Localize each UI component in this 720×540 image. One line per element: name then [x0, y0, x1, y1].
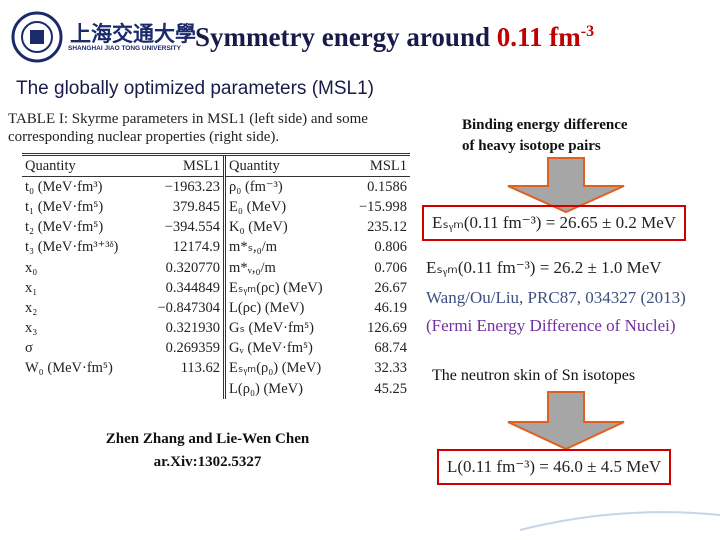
result-box: Eₛᵧₘ(0.11 fm⁻³) = 26.65 ± 0.2 MeV: [422, 205, 687, 241]
table-header-row: Quantity MSL1 Quantity MSL1: [22, 152, 410, 178]
table-cell: 32.33: [374, 360, 407, 377]
table-cell: 0.320770: [165, 259, 221, 276]
reference: Zhen Zhang and Lie-Wen Chen ar.Xiv:1302.5…: [80, 428, 335, 474]
table-cell: 235.12: [367, 219, 407, 236]
table-row: t₁ (MeV·fm⁵) 379.845 E₀ (MeV) −15.998: [22, 197, 410, 218]
table-cell: Eₛᵧₘ(ρ₀) (MeV): [223, 358, 346, 380]
table-cell: x₃: [25, 320, 38, 337]
comparison-method: (Fermi Energy Difference of Nuclei): [426, 316, 676, 335]
table-row: σ 0.269359 Gᵥ (MeV·fm⁵) 68.74: [22, 338, 410, 359]
table-blank: [141, 379, 225, 399]
table-cell: 126.69: [367, 320, 407, 337]
table-row: x₁ 0.344849 Eₛᵧₘ(ρc) (MeV) 26.67: [22, 278, 410, 299]
column-header: Quantity: [22, 152, 141, 178]
arrow-down: [507, 157, 625, 214]
table-cell: E₀ (MeV): [223, 197, 346, 218]
table-cell: L(ρc) (MeV): [223, 298, 346, 319]
table-row: x₀ 0.320770 m*ᵥ,₀/m 0.706: [22, 257, 410, 279]
table-row: x₃ 0.321930 Gₛ (MeV·fm⁵) 126.69: [22, 318, 410, 339]
table-cell: 0.269359: [165, 340, 221, 357]
reference-authors: Zhen Zhang and Lie-Wen Chen: [105, 431, 310, 447]
comparison-result: Eₛᵧₘ(0.11 fm⁻³) = 26.2 ± 1.0 MeV: [426, 258, 662, 277]
method-heading: The neutron skin of Sn isotopes: [432, 367, 636, 384]
table-cell: t₂ (MeV·fm⁵): [25, 219, 104, 236]
table-row: W₀ (MeV·fm⁵) 113.62 Eₛᵧₘ(ρ₀) (MeV) 32.33: [22, 358, 410, 380]
footer-swoosh: [519, 511, 720, 531]
logo-text: 上海交通大學: [70, 22, 196, 46]
table-cell: −15.998: [358, 198, 407, 215]
parameter-table: Quantity MSL1 Quantity MSL1 t₀ (MeV·fm³) −196…: [22, 152, 410, 400]
table-cell: Gₛ (MeV·fm⁵): [223, 318, 346, 339]
comparison-citation: Wang/Ou/Liu, PRC87, 034327 (2013): [426, 288, 686, 307]
column-header: MSL1: [345, 152, 410, 178]
title-highlight: 0.11 fm: [496, 22, 581, 52]
column-header: MSL1: [140, 152, 225, 178]
column-header: Quantity: [223, 152, 346, 178]
method-heading: Binding energy difference of heavy isotop…: [462, 115, 628, 157]
method-line: of heavy isotope pairs: [462, 138, 601, 154]
title-superscript: -3: [580, 23, 595, 40]
title-text: Symmetry energy around: [195, 22, 497, 52]
table-cell: t₁ (MeV·fm⁵): [25, 198, 104, 215]
table-cell: 45.25: [374, 380, 407, 397]
table-cell: 113.62: [180, 360, 221, 377]
table-cell: 46.19: [374, 299, 407, 316]
table-cell: −1963.23: [164, 178, 221, 195]
logo-emblem: [11, 11, 63, 63]
table-cell: Gᵥ (MeV·fm⁵): [223, 338, 346, 359]
table-cell: x₀: [25, 259, 38, 276]
table-cell: 0.321930: [165, 320, 221, 337]
slide-title: Symmetry energy around 0.11 fm-3: [195, 22, 594, 53]
table-cell: 0.1586: [367, 178, 407, 195]
table-blank: [22, 379, 141, 399]
table-cell: m*ᵥ,₀/m: [223, 257, 346, 279]
table-cell: Eₛᵧₘ(ρc) (MeV): [223, 278, 346, 299]
table-cell: x₂: [25, 299, 38, 316]
arrow-down: [507, 391, 625, 451]
table-cell: W₀ (MeV·fm⁵): [25, 360, 113, 377]
result-box: L(0.11 fm⁻³) = 46.0 ± 4.5 MeV: [437, 449, 672, 485]
table-row: t₃ (MeV·fm³⁺³ᵟ) 12174.9 m*ₛ,₀/m 0.806: [22, 237, 410, 258]
logo-emblem-core: [30, 30, 44, 44]
table-cell: 12174.9: [172, 239, 221, 256]
table-cell: t₃ (MeV·fm³⁺³ᵟ): [25, 239, 119, 256]
table-row: t₀ (MeV·fm³) −1963.23 ρ₀ (fm⁻³) 0.1586: [22, 176, 410, 198]
table-cell: x₁: [25, 279, 38, 296]
table-row: t₂ (MeV·fm⁵) −394.554 K₀ (MeV) 235.12: [22, 217, 410, 238]
table-caption: TABLE I: Skyrme parameters in MSL1 (left…: [8, 111, 368, 145]
table-cell: ρ₀ (fm⁻³): [223, 176, 346, 198]
table-cell: −0.847304: [157, 299, 221, 316]
method-line: Binding energy difference: [462, 117, 628, 133]
table-cell: K₀ (MeV): [223, 217, 346, 238]
table-cell: σ: [25, 340, 33, 357]
logo-subtext: SHANGHAI JIAO TONG UNIVERSITY: [68, 45, 181, 52]
table-row: x₂ −0.847304 L(ρc) (MeV) 46.19: [22, 298, 410, 319]
table-cell: 0.706: [374, 259, 407, 276]
table-cell: 0.344849: [165, 279, 221, 296]
table-cell: 0.806: [374, 239, 407, 256]
logo-emblem-inner: [21, 21, 53, 53]
table-cell: 68.74: [374, 340, 407, 357]
table-cell: −394.554: [164, 219, 221, 236]
table-row: L(ρ₀) (MeV) 45.25: [22, 379, 410, 400]
table-cell: t₀ (MeV·fm³): [25, 178, 103, 195]
table-cell: L(ρ₀) (MeV): [223, 379, 346, 400]
table-cell: 26.67: [374, 279, 407, 296]
subtitle: The globally optimized parameters (MSL1): [16, 78, 374, 99]
reference-arxiv: ar.Xiv:1302.5327: [153, 454, 262, 470]
table-cell: 379.845: [172, 198, 221, 215]
table-cell: m*ₛ,₀/m: [223, 237, 346, 258]
